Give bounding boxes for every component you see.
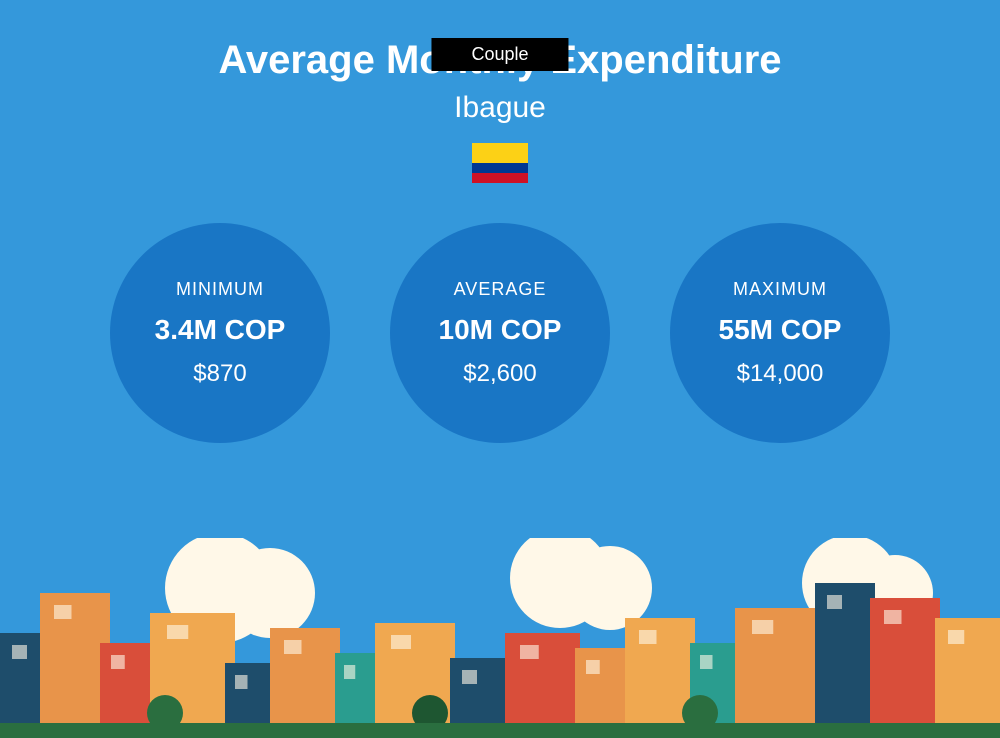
flag-stripe-red xyxy=(472,173,528,183)
stat-label: MINIMUM xyxy=(176,279,264,300)
stats-row: MINIMUM 3.4M COP $870 AVERAGE 10M COP $2… xyxy=(0,223,1000,443)
stat-label: AVERAGE xyxy=(454,279,547,300)
stat-value-usd: $14,000 xyxy=(737,360,824,388)
flag-stripe-yellow xyxy=(472,143,528,163)
stat-value-cop: 3.4M COP xyxy=(155,314,286,346)
stat-label: MAXIMUM xyxy=(733,279,827,300)
stat-average: AVERAGE 10M COP $2,600 xyxy=(390,223,610,443)
category-tag: Couple xyxy=(431,38,568,71)
cityscape-illustration xyxy=(0,538,1000,738)
flag-stripe-blue xyxy=(472,163,528,173)
stat-value-usd: $870 xyxy=(193,360,246,388)
city-name: Ibague xyxy=(0,91,1000,125)
stat-minimum: MINIMUM 3.4M COP $870 xyxy=(110,223,330,443)
stat-value-usd: $2,600 xyxy=(463,360,536,388)
stat-value-cop: 10M COP xyxy=(439,314,562,346)
stat-value-cop: 55M COP xyxy=(719,314,842,346)
stat-maximum: MAXIMUM 55M COP $14,000 xyxy=(670,223,890,443)
colombia-flag-icon xyxy=(472,143,528,183)
